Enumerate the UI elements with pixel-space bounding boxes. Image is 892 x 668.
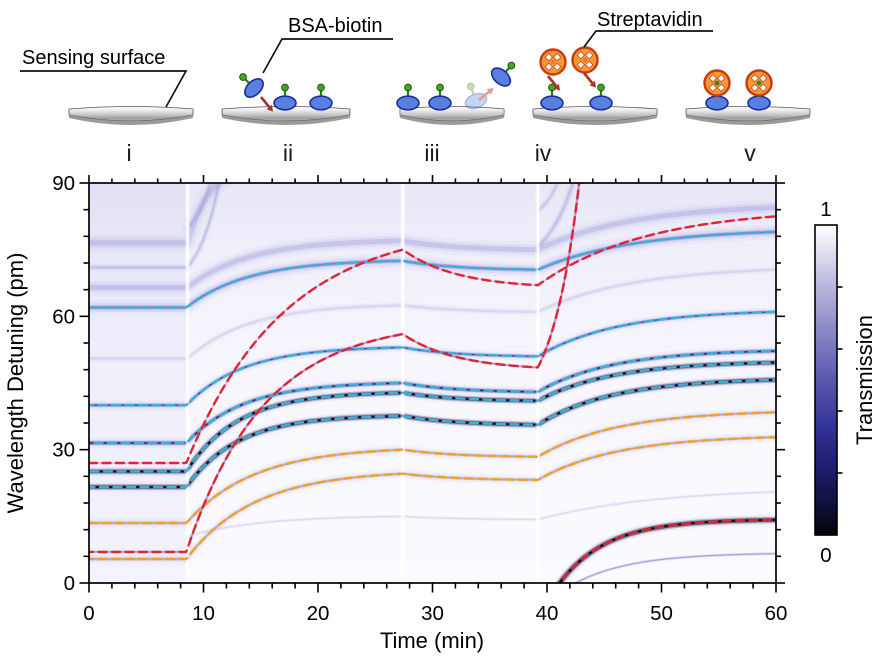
bound-complex-icon <box>703 69 731 111</box>
bsa-biotin-molecule-falling-icon <box>231 65 268 102</box>
stage-numeral-iii: iii <box>424 140 439 166</box>
bsa-biotin-molecule-faded-icon <box>458 78 490 113</box>
svg-text:30: 30 <box>421 602 444 625</box>
colorbar-gradient <box>815 225 837 535</box>
stage-ii: BSA-biotin ii <box>221 15 393 166</box>
bsa-biotin-molecule-icon <box>308 82 334 111</box>
x-axis-title: Time (min) <box>380 628 484 653</box>
svg-text:60: 60 <box>52 305 75 328</box>
sensing-surface-pointer-line <box>20 70 188 108</box>
svg-text:10: 10 <box>192 602 215 625</box>
binding-arrow-icon <box>582 71 598 89</box>
unbinding-arrow-icon <box>477 86 495 102</box>
stage-iv: Streptavidin iv <box>532 9 713 166</box>
streptavidin-pointer-line <box>583 30 713 48</box>
colorbar-min-label: 0 <box>820 544 831 567</box>
stage-v: v <box>685 69 811 166</box>
streptavidin-label: Streptavidin <box>597 9 703 31</box>
svg-text:0: 0 <box>83 602 94 625</box>
bsa-biotin-molecule-leaving-icon <box>487 54 523 91</box>
svg-text:30: 30 <box>52 439 75 462</box>
svg-text:90: 90 <box>52 172 75 195</box>
stage-iii: iii <box>395 54 523 166</box>
bsa-biotin-molecule-icon <box>539 82 565 111</box>
stage-numeral-i: i <box>126 140 131 166</box>
assay-schematic: Sensing surface i BSA-biotin ii iii <box>20 9 811 166</box>
stage-numeral-v: v <box>744 140 756 166</box>
streptavidin-icon <box>539 48 567 76</box>
binding-arrow-icon <box>259 95 275 113</box>
svg-text:60: 60 <box>765 602 788 625</box>
svg-text:40: 40 <box>536 602 559 625</box>
bsa-biotin-molecule-icon <box>427 82 453 111</box>
binding-arrow-icon <box>546 74 562 92</box>
transmission-heatmap <box>89 183 776 583</box>
svg-text:20: 20 <box>307 602 330 625</box>
colorbar-max-label: 1 <box>820 198 831 221</box>
bsa-biotin-label: BSA-biotin <box>288 15 383 37</box>
stage-numeral-iv: iv <box>535 140 552 166</box>
bsa-biotin-pointer-line <box>262 38 393 74</box>
bsa-biotin-molecule-icon <box>588 82 614 111</box>
stage-i: Sensing surface i <box>20 47 194 166</box>
bsa-biotin-molecule-icon <box>395 82 421 111</box>
bound-complex-icon <box>745 69 773 111</box>
svg-text:50: 50 <box>650 602 673 625</box>
streptavidin-icon <box>571 46 599 74</box>
svg-text:0: 0 <box>64 572 75 595</box>
colorbar-title: Transmission <box>852 315 877 445</box>
stage-numeral-ii: ii <box>283 140 293 166</box>
y-axis-title: Wavelength Detuning (pm) <box>3 253 28 514</box>
bsa-biotin-molecule-icon <box>272 82 298 111</box>
sensing-surface-label: Sensing surface <box>22 47 165 69</box>
